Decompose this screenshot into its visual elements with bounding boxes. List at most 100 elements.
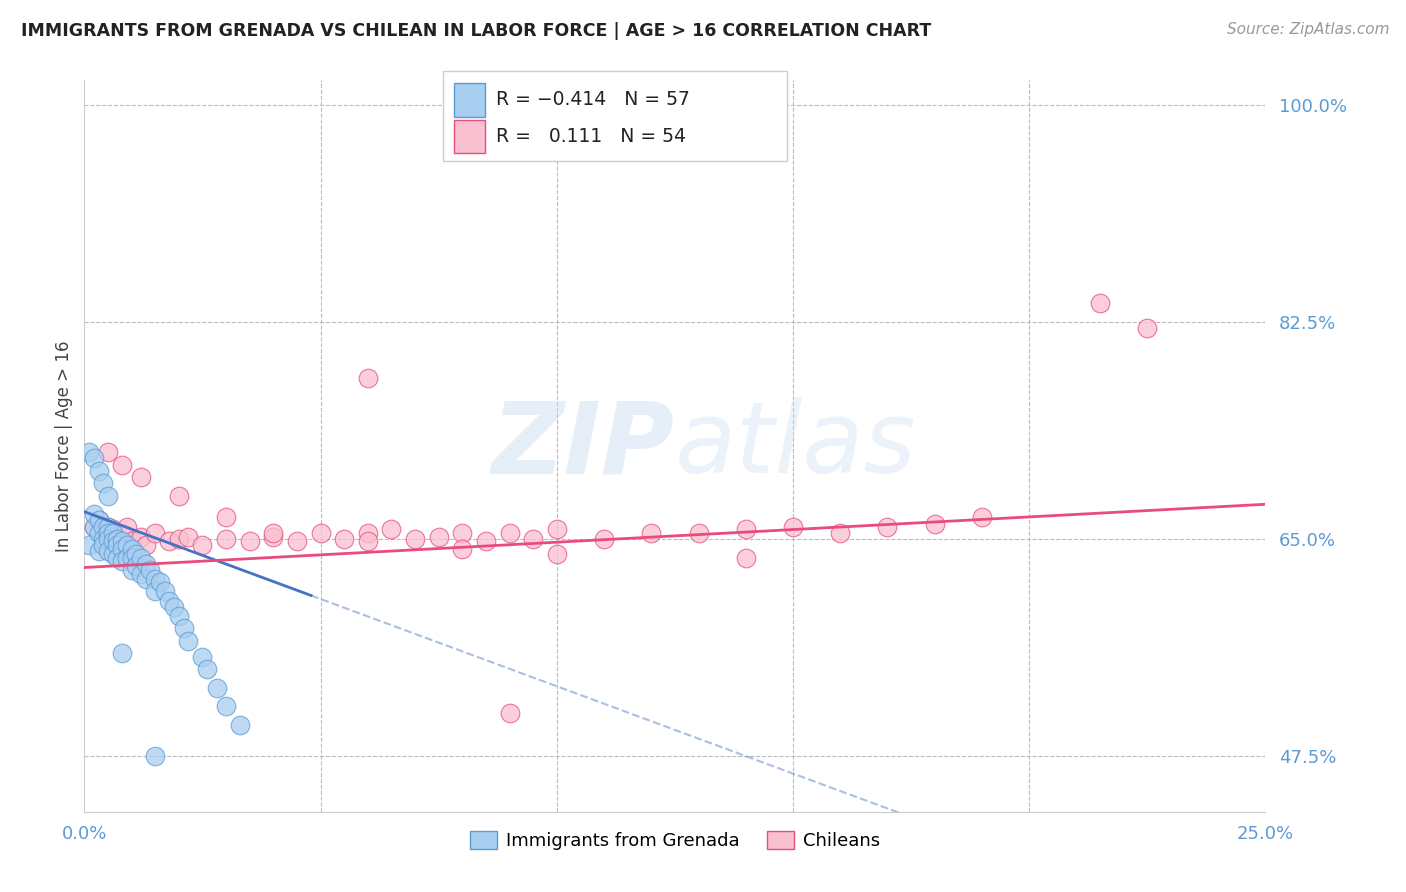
Point bbox=[143, 748, 166, 763]
Point bbox=[177, 633, 200, 648]
Point bbox=[115, 538, 138, 552]
Point bbox=[215, 509, 238, 524]
Point bbox=[107, 538, 129, 552]
Point bbox=[262, 525, 284, 540]
Point bbox=[139, 563, 162, 577]
Point bbox=[876, 519, 898, 533]
Point bbox=[97, 519, 120, 533]
Point bbox=[97, 489, 120, 503]
Point bbox=[135, 538, 157, 552]
Point bbox=[191, 538, 214, 552]
Point bbox=[97, 525, 120, 540]
Point bbox=[215, 699, 238, 714]
Point bbox=[121, 534, 143, 549]
Point bbox=[546, 547, 568, 561]
Point bbox=[195, 662, 218, 676]
Point bbox=[101, 534, 124, 549]
Point bbox=[91, 532, 114, 546]
Point bbox=[357, 371, 380, 385]
Point bbox=[111, 554, 134, 568]
Point bbox=[115, 550, 138, 565]
Point bbox=[191, 649, 214, 664]
Point bbox=[125, 559, 148, 574]
Point bbox=[121, 541, 143, 556]
Point bbox=[688, 525, 710, 540]
Point bbox=[498, 525, 520, 540]
Text: IMMIGRANTS FROM GRENADA VS CHILEAN IN LABOR FORCE | AGE > 16 CORRELATION CHART: IMMIGRANTS FROM GRENADA VS CHILEAN IN LA… bbox=[21, 22, 931, 40]
Point bbox=[153, 584, 176, 599]
Point bbox=[782, 519, 804, 533]
Point bbox=[135, 557, 157, 571]
Point bbox=[357, 534, 380, 549]
Point bbox=[167, 532, 190, 546]
Point bbox=[129, 550, 152, 565]
Y-axis label: In Labor Force | Age > 16: In Labor Force | Age > 16 bbox=[55, 340, 73, 552]
Point bbox=[167, 608, 190, 623]
Point bbox=[91, 519, 114, 533]
Point bbox=[177, 529, 200, 543]
Point bbox=[522, 532, 544, 546]
Point bbox=[149, 575, 172, 590]
Legend: Immigrants from Grenada, Chileans: Immigrants from Grenada, Chileans bbox=[463, 823, 887, 857]
Point bbox=[640, 525, 662, 540]
Point bbox=[262, 817, 284, 831]
Point bbox=[125, 547, 148, 561]
Point bbox=[135, 572, 157, 586]
Point bbox=[111, 646, 134, 660]
Point bbox=[121, 563, 143, 577]
Point bbox=[451, 541, 474, 556]
Point bbox=[101, 547, 124, 561]
Point bbox=[143, 525, 166, 540]
Point bbox=[107, 532, 129, 546]
Point bbox=[143, 584, 166, 599]
Point bbox=[111, 458, 134, 472]
Point bbox=[101, 522, 124, 536]
Point bbox=[83, 507, 105, 521]
Point bbox=[451, 525, 474, 540]
Point bbox=[97, 532, 120, 546]
Point bbox=[107, 534, 129, 549]
Point bbox=[129, 470, 152, 484]
Point bbox=[107, 550, 129, 565]
Point bbox=[97, 445, 120, 459]
Point bbox=[734, 522, 756, 536]
Point bbox=[498, 706, 520, 720]
Point bbox=[1136, 321, 1159, 335]
Text: R =   0.111   N = 54: R = 0.111 N = 54 bbox=[496, 127, 686, 146]
Point bbox=[91, 476, 114, 491]
Point bbox=[129, 566, 152, 581]
Text: R = −0.414   N = 57: R = −0.414 N = 57 bbox=[496, 90, 690, 110]
Point bbox=[229, 718, 252, 732]
Point bbox=[830, 525, 852, 540]
Point bbox=[167, 489, 190, 503]
Point bbox=[129, 529, 152, 543]
Point bbox=[157, 594, 180, 608]
Point bbox=[87, 513, 110, 527]
Text: Source: ZipAtlas.com: Source: ZipAtlas.com bbox=[1226, 22, 1389, 37]
Point bbox=[163, 600, 186, 615]
Point bbox=[205, 681, 228, 695]
Point bbox=[285, 534, 308, 549]
Text: atlas: atlas bbox=[675, 398, 917, 494]
Point bbox=[427, 529, 450, 543]
Point bbox=[546, 522, 568, 536]
Point bbox=[404, 532, 426, 546]
Point bbox=[167, 855, 190, 869]
Point bbox=[111, 525, 134, 540]
Point bbox=[101, 525, 124, 540]
Point bbox=[173, 621, 195, 635]
Point bbox=[239, 534, 262, 549]
Point bbox=[83, 451, 105, 466]
Point bbox=[87, 544, 110, 558]
Point bbox=[83, 519, 105, 533]
Point bbox=[734, 550, 756, 565]
Point bbox=[121, 550, 143, 565]
Point bbox=[333, 532, 356, 546]
Point bbox=[87, 525, 110, 540]
Point bbox=[309, 525, 332, 540]
Point bbox=[262, 529, 284, 543]
Point bbox=[215, 532, 238, 546]
Point bbox=[143, 572, 166, 586]
Text: ZIP: ZIP bbox=[492, 398, 675, 494]
Point bbox=[87, 464, 110, 478]
